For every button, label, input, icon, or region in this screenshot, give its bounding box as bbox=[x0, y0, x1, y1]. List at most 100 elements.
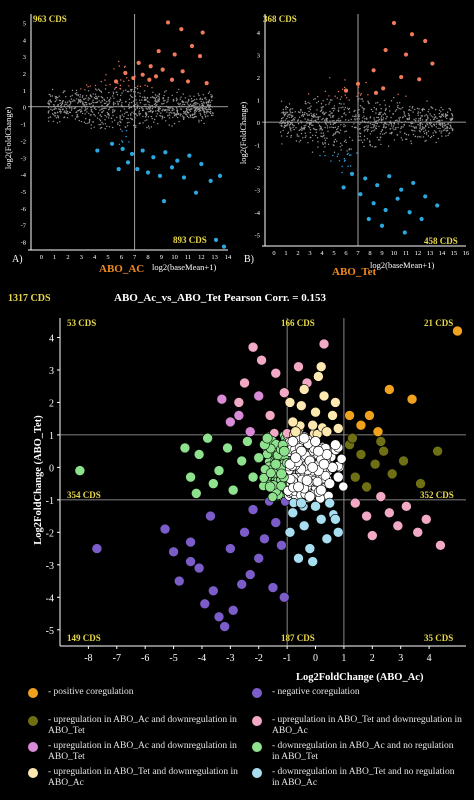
main-point bbox=[384, 384, 395, 395]
main-point bbox=[287, 436, 299, 447]
panel-a-point-down bbox=[208, 178, 213, 183]
main-point bbox=[284, 527, 296, 538]
panel-b-xtick-label: 7 bbox=[356, 250, 360, 257]
panel-a-xtick-label: 6 bbox=[120, 254, 124, 261]
main-point bbox=[307, 556, 318, 567]
main-point bbox=[344, 410, 355, 421]
main-point bbox=[452, 325, 463, 337]
panel-a-ytick-label: -8 bbox=[21, 240, 26, 247]
main-point bbox=[270, 458, 282, 470]
main-point bbox=[270, 517, 282, 528]
panel-a-point-down bbox=[129, 151, 135, 157]
main-xtick-label: -7 bbox=[113, 653, 121, 664]
main-point bbox=[298, 384, 310, 395]
panel-a-up-count: 963 CDS bbox=[33, 14, 67, 24]
panel-a-xtick-label: 8 bbox=[146, 254, 149, 261]
main-point bbox=[307, 419, 318, 431]
panel-b-xtick-label: 11 bbox=[403, 250, 409, 257]
main-point bbox=[199, 598, 211, 610]
main-point bbox=[247, 471, 259, 483]
main-point bbox=[369, 458, 381, 470]
panel-b-ytick-label: -2 bbox=[255, 165, 260, 172]
main-point bbox=[208, 478, 219, 489]
main-point bbox=[313, 445, 324, 457]
main-point bbox=[298, 432, 310, 444]
panel-b-point-down bbox=[379, 223, 385, 228]
panel-a-point-up bbox=[189, 43, 195, 49]
panel-b-ytick-label: -3 bbox=[255, 188, 260, 195]
main-point bbox=[406, 393, 418, 405]
panel-b-point-down bbox=[358, 192, 363, 197]
main-point bbox=[213, 611, 225, 623]
panel-a-point-up bbox=[180, 69, 185, 74]
main-point bbox=[361, 481, 372, 493]
panel-b-ylabel: log2(FoldChange) bbox=[238, 102, 248, 164]
main-point bbox=[415, 478, 426, 489]
main-point bbox=[190, 488, 202, 499]
legend-marker-negative bbox=[252, 688, 262, 698]
main-point bbox=[202, 432, 213, 444]
main-ytick-label: 3 bbox=[49, 366, 54, 377]
panel-a-point-up bbox=[165, 20, 171, 25]
panel-b-background-cloud bbox=[279, 77, 454, 174]
main-point bbox=[313, 371, 324, 382]
main-q-top-mid: 166 CDS bbox=[281, 318, 315, 328]
panel-b-letter: B) bbox=[244, 254, 254, 265]
main-point bbox=[315, 361, 327, 373]
panel-a-point-up bbox=[153, 74, 159, 79]
main-point bbox=[318, 338, 330, 350]
panel-a-ytick-label: -7 bbox=[21, 223, 27, 230]
panel-b-down-count: 458 CDS bbox=[424, 236, 458, 246]
main-point bbox=[386, 468, 398, 480]
main-point bbox=[332, 527, 344, 538]
main-point bbox=[321, 426, 333, 437]
panel-a-point-down bbox=[120, 146, 125, 151]
panel-a-point-down bbox=[199, 161, 204, 167]
panel-a-xtick-label: 10 bbox=[171, 254, 178, 261]
main-point bbox=[315, 514, 327, 525]
main-point bbox=[304, 491, 316, 502]
main-xtick-label: 0 bbox=[313, 653, 318, 664]
panel-a-point-up bbox=[160, 67, 165, 72]
main-point bbox=[349, 471, 361, 483]
main-point bbox=[298, 520, 310, 532]
panel-b-point-down bbox=[402, 230, 407, 235]
panel-a-point-up bbox=[169, 77, 175, 82]
main-xtick-label: 1 bbox=[341, 653, 346, 664]
main-xtick-label: 4 bbox=[427, 653, 432, 664]
main-point bbox=[310, 501, 321, 512]
main-point bbox=[264, 481, 276, 493]
panel-b-point-down bbox=[375, 183, 380, 188]
panel-b-xtick-label: 15 bbox=[451, 250, 458, 257]
main-point bbox=[384, 507, 395, 519]
main-point bbox=[361, 510, 372, 522]
main-point bbox=[355, 449, 367, 460]
panel-b-xtick-label: 12 bbox=[415, 250, 422, 257]
panel-a-ytick-label: -1 bbox=[21, 122, 26, 129]
panel-b-point-down bbox=[407, 210, 412, 215]
legend-label: - upregulation in ABO_Tet and downregula… bbox=[48, 767, 238, 788]
main-q-top-left: 53 CDS bbox=[67, 318, 96, 328]
legend-marker-up-tet-down-ac bbox=[252, 716, 262, 726]
main-point bbox=[159, 523, 171, 535]
main-title: ABO_Ac_vs_ABO_Tet Pearson Corr. = 0.153 bbox=[114, 292, 327, 304]
panel-b-point-down bbox=[423, 194, 428, 199]
panel-a-down-count: 893 CDS bbox=[173, 235, 207, 245]
main-point bbox=[347, 432, 358, 444]
main-point bbox=[401, 501, 412, 512]
main-point bbox=[412, 527, 424, 538]
main-point bbox=[290, 426, 301, 437]
main-point bbox=[219, 621, 230, 632]
panel-a-xtick-label: 7 bbox=[133, 254, 137, 261]
legend-label: - upregulation in ABO_Tet and downregula… bbox=[272, 715, 462, 736]
panel-b-ytick-label: 0 bbox=[257, 120, 260, 127]
panel-b-point-down bbox=[383, 207, 388, 213]
main-point bbox=[330, 397, 341, 408]
main-xtick-label: 2 bbox=[370, 653, 375, 664]
main-point bbox=[253, 452, 265, 463]
main-q-bot-right: 35 CDS bbox=[424, 633, 453, 643]
main-point bbox=[236, 455, 248, 467]
main-q-top-right: 21 CDS bbox=[424, 318, 453, 328]
panel-a-point-up bbox=[204, 81, 209, 86]
